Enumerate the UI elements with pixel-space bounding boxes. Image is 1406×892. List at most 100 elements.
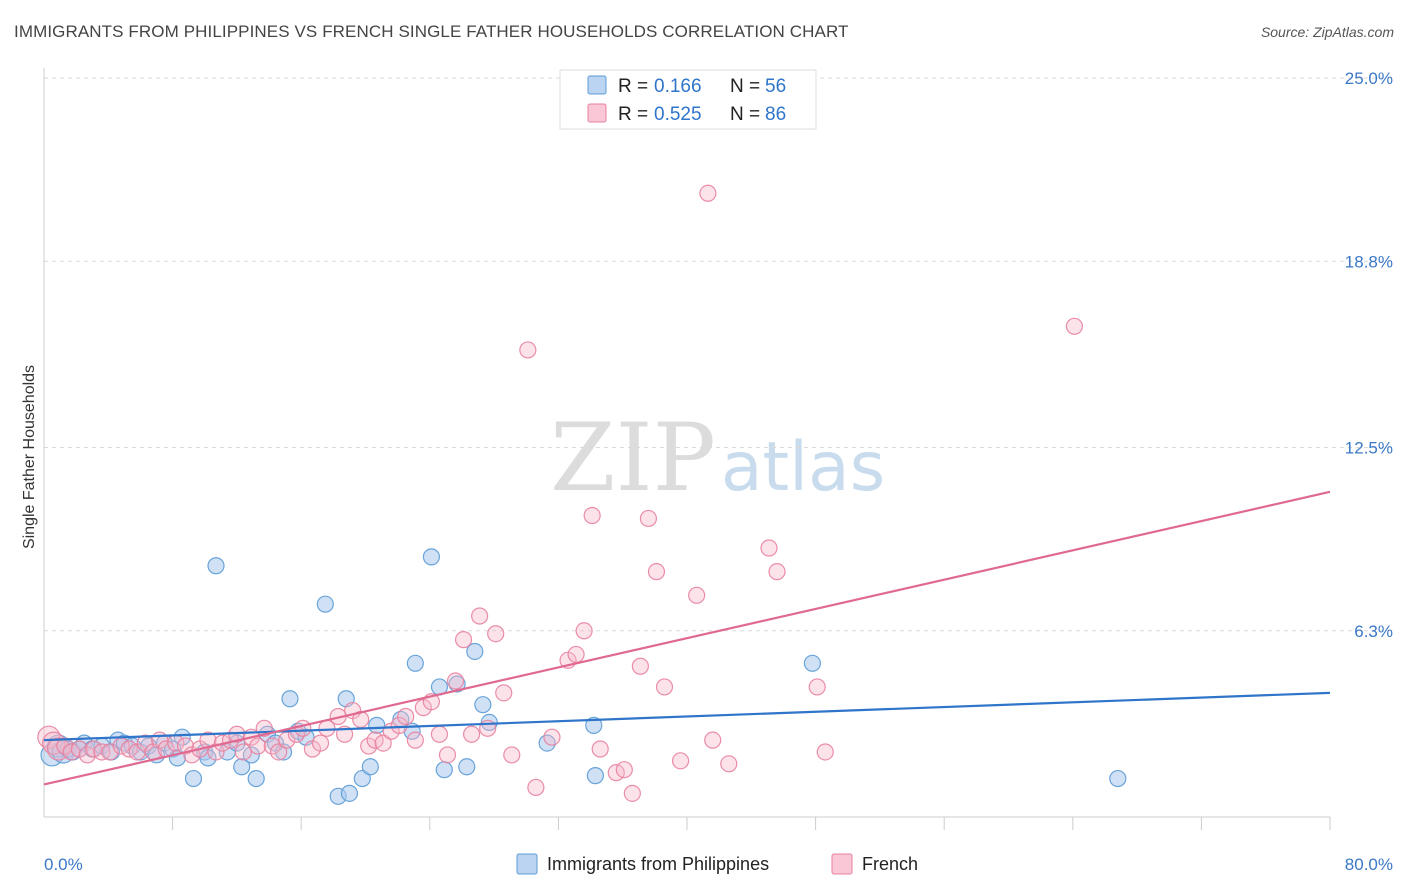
stats-swatch-french	[587, 103, 607, 123]
point-french	[699, 184, 717, 202]
point-philippines	[340, 784, 359, 802]
y-tick-label: 6.3%	[1354, 622, 1393, 641]
point-philippines	[448, 675, 466, 693]
point-french	[615, 761, 633, 779]
point-philippines	[184, 769, 203, 788]
point-french	[471, 607, 489, 625]
legend-label-french: French	[862, 854, 918, 874]
point-french	[406, 731, 424, 749]
point-french	[567, 645, 585, 664]
y-tick-label: 18.8%	[1345, 252, 1393, 271]
point-french	[360, 737, 378, 755]
point-french	[816, 743, 834, 761]
point-philippines	[1109, 769, 1127, 788]
point-french	[207, 743, 225, 761]
point-french	[78, 746, 97, 764]
stats-n-label-french: N =	[730, 104, 760, 125]
point-french	[631, 657, 649, 675]
point-french	[688, 586, 706, 604]
point-philippines	[435, 761, 453, 779]
stats-n-value-french: 86	[765, 104, 786, 125]
point-french	[430, 725, 449, 743]
point-french	[234, 743, 252, 761]
y-tick-label: 12.5%	[1345, 439, 1393, 458]
point-philippines	[586, 767, 604, 785]
point-french	[390, 716, 408, 734]
stats-r-value-philippines: 0.166	[654, 76, 702, 97]
grid-lines	[44, 77, 1392, 632]
point-french	[655, 678, 674, 696]
point-french	[294, 719, 312, 737]
point-philippines	[207, 557, 225, 575]
y-axis-label: Single Father Households	[21, 365, 38, 549]
point-french	[495, 684, 513, 702]
point-philippines	[585, 716, 603, 734]
point-philippines	[368, 716, 386, 734]
legend-label-philippines: Immigrants from Philippines	[547, 854, 769, 874]
watermark-zip: ZIP	[550, 404, 716, 513]
axes	[43, 68, 1331, 830]
stats-n-value-philippines: 56	[765, 76, 786, 97]
point-french	[647, 563, 666, 581]
point-french	[519, 341, 537, 359]
point-french	[446, 672, 465, 690]
watermark: ZIP atlas	[550, 404, 885, 513]
point-french	[639, 509, 658, 528]
point-french	[397, 707, 415, 726]
point-philippines	[361, 758, 379, 776]
watermark-atlas: atlas	[721, 428, 885, 507]
point-french	[543, 728, 561, 746]
point-french	[768, 563, 786, 581]
point-philippines	[458, 758, 476, 776]
stats-r-value-french: 0.525	[654, 104, 702, 125]
point-french	[591, 740, 609, 758]
point-french	[487, 625, 505, 643]
point-french	[438, 746, 457, 764]
trend-line-philippines	[43, 691, 1331, 742]
point-philippines	[474, 696, 492, 714]
point-french	[249, 737, 267, 755]
point-french	[704, 731, 722, 749]
legend-swatch-french	[831, 853, 853, 875]
x-tick-label-min: 0.0%	[44, 855, 83, 874]
trend-line-french	[43, 490, 1331, 786]
point-french	[454, 631, 473, 649]
point-philippines	[233, 758, 251, 776]
point-philippines	[247, 769, 265, 788]
point-philippines	[422, 548, 441, 566]
point-philippines	[353, 769, 371, 788]
stats-r-label-french: R =	[618, 104, 648, 125]
chart-title: IMMIGRANTS FROM PHILIPPINES VS FRENCH SI…	[14, 22, 849, 41]
point-french	[270, 743, 288, 761]
legend-swatch-philippines	[516, 853, 538, 875]
bottom-legend: Immigrants from Philippines French	[516, 853, 918, 875]
point-french	[263, 737, 281, 755]
point-philippines	[406, 654, 424, 672]
point-philippines	[281, 690, 299, 708]
point-philippines	[173, 728, 191, 746]
tick-labels: 6.3% 12.5% 18.8% 25.0% 0.0% 80.0%	[44, 69, 1393, 874]
stats-swatch-philippines	[587, 75, 607, 95]
point-french	[503, 746, 521, 764]
trend-lines	[43, 490, 1331, 786]
point-french	[575, 622, 593, 640]
point-french	[56, 737, 74, 755]
series-philippines	[40, 548, 1127, 805]
point-french	[527, 778, 545, 797]
point-french	[760, 539, 778, 557]
point-french	[671, 752, 690, 770]
x-tick-label-max: 80.0%	[1345, 855, 1393, 874]
point-french	[462, 725, 481, 743]
point-french	[311, 734, 330, 752]
point-french	[808, 678, 826, 696]
chart-source: Source: ZipAtlas.com	[1260, 24, 1394, 40]
point-french	[176, 737, 195, 755]
point-french	[583, 506, 601, 525]
stats-n-label-philippines: N =	[730, 76, 760, 97]
point-philippines	[803, 654, 821, 672]
point-french	[720, 755, 738, 773]
point-french	[374, 734, 392, 752]
point-philippines	[466, 642, 484, 661]
point-philippines	[316, 595, 334, 613]
